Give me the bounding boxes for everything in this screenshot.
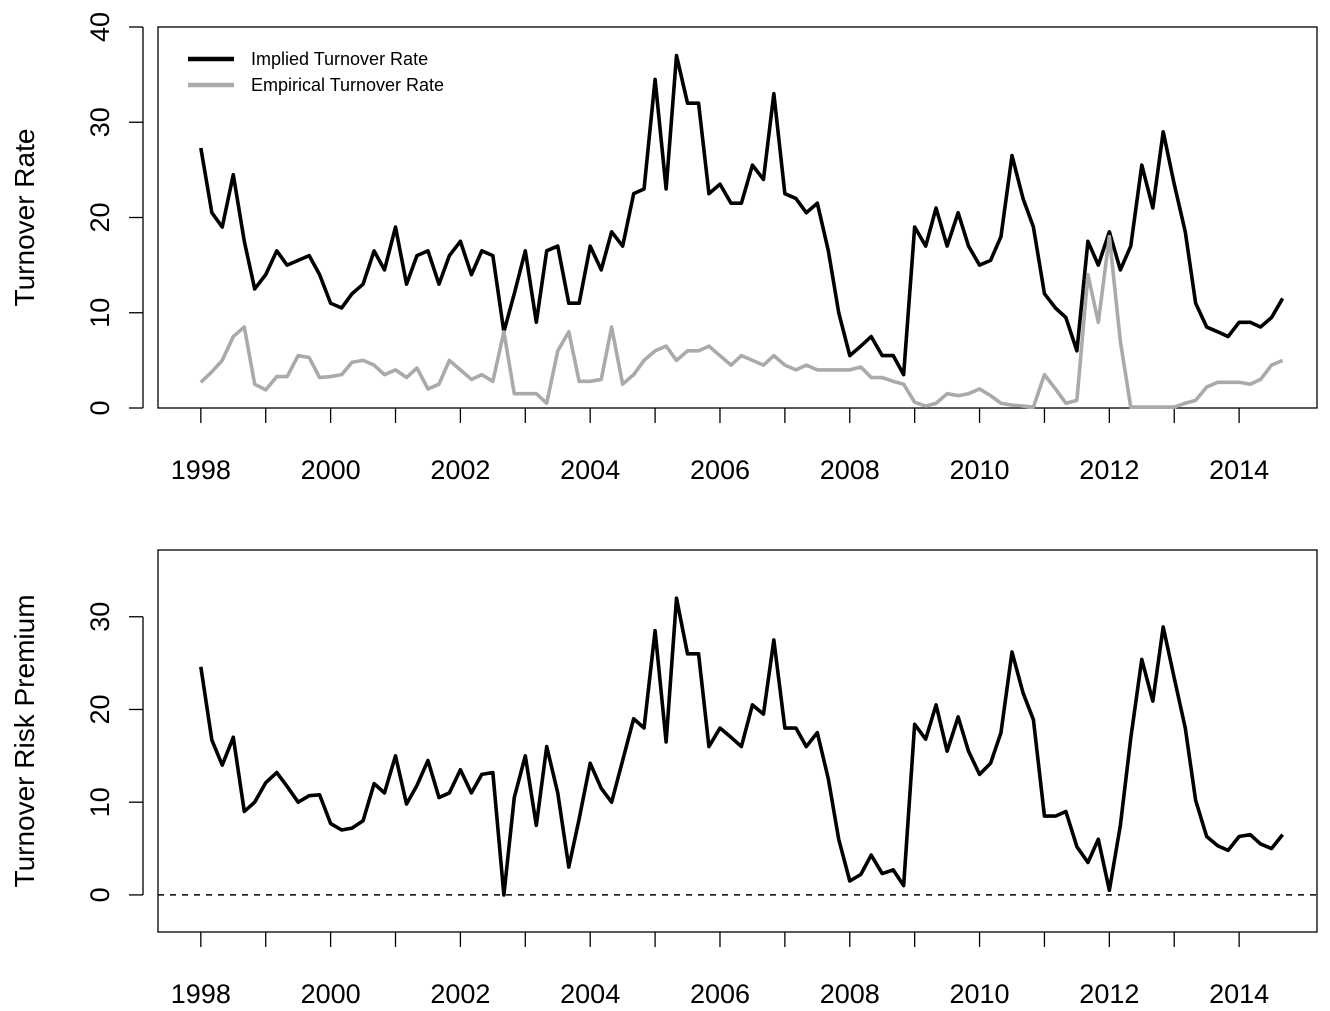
x-tick-label: 2000 [301, 455, 361, 485]
x-tick-label: 2002 [430, 979, 490, 1009]
x-tick-label: 1998 [171, 979, 231, 1009]
data-line [199, 234, 1284, 409]
y-tick-label: 20 [85, 202, 115, 232]
x-tick-label: 2004 [560, 979, 620, 1009]
y-tick-label: 10 [85, 787, 115, 817]
data-line [199, 53, 1285, 377]
y-tick-label: 30 [85, 602, 115, 632]
legend-label: Implied Turnover Rate [251, 49, 428, 69]
x-tick-label: 2004 [560, 455, 620, 485]
y-tick-label: 10 [85, 298, 115, 328]
plot-box [157, 26, 1318, 409]
x-tick-label: 2006 [690, 455, 750, 485]
y-tick-label: 20 [85, 694, 115, 724]
y-tick-label: 0 [85, 400, 115, 415]
x-tick-label: 1998 [171, 455, 231, 485]
x-tick-label: 2008 [820, 455, 880, 485]
data-line [199, 596, 1285, 897]
x-tick-label: 2012 [1079, 979, 1139, 1009]
y-tick-label: 30 [85, 107, 115, 137]
x-tick-label: 2006 [690, 979, 750, 1009]
x-tick-label: 2008 [820, 979, 880, 1009]
x-tick-label: 2000 [301, 979, 361, 1009]
y-tick-label: 0 [85, 887, 115, 902]
x-tick-label: 2012 [1079, 455, 1139, 485]
x-tick-label: 2010 [950, 455, 1010, 485]
x-tick-label: 2010 [950, 979, 1010, 1009]
y-axis-label: Turnover Rate [9, 129, 40, 307]
legend-label: Empirical Turnover Rate [251, 75, 444, 95]
y-axis-label: Turnover Risk Premium [9, 594, 40, 887]
x-tick-label: 2014 [1209, 455, 1269, 485]
plot-box [157, 549, 1318, 933]
x-tick-label: 2014 [1209, 979, 1269, 1009]
x-tick-label: 2002 [430, 455, 490, 485]
y-tick-label: 40 [85, 12, 115, 42]
